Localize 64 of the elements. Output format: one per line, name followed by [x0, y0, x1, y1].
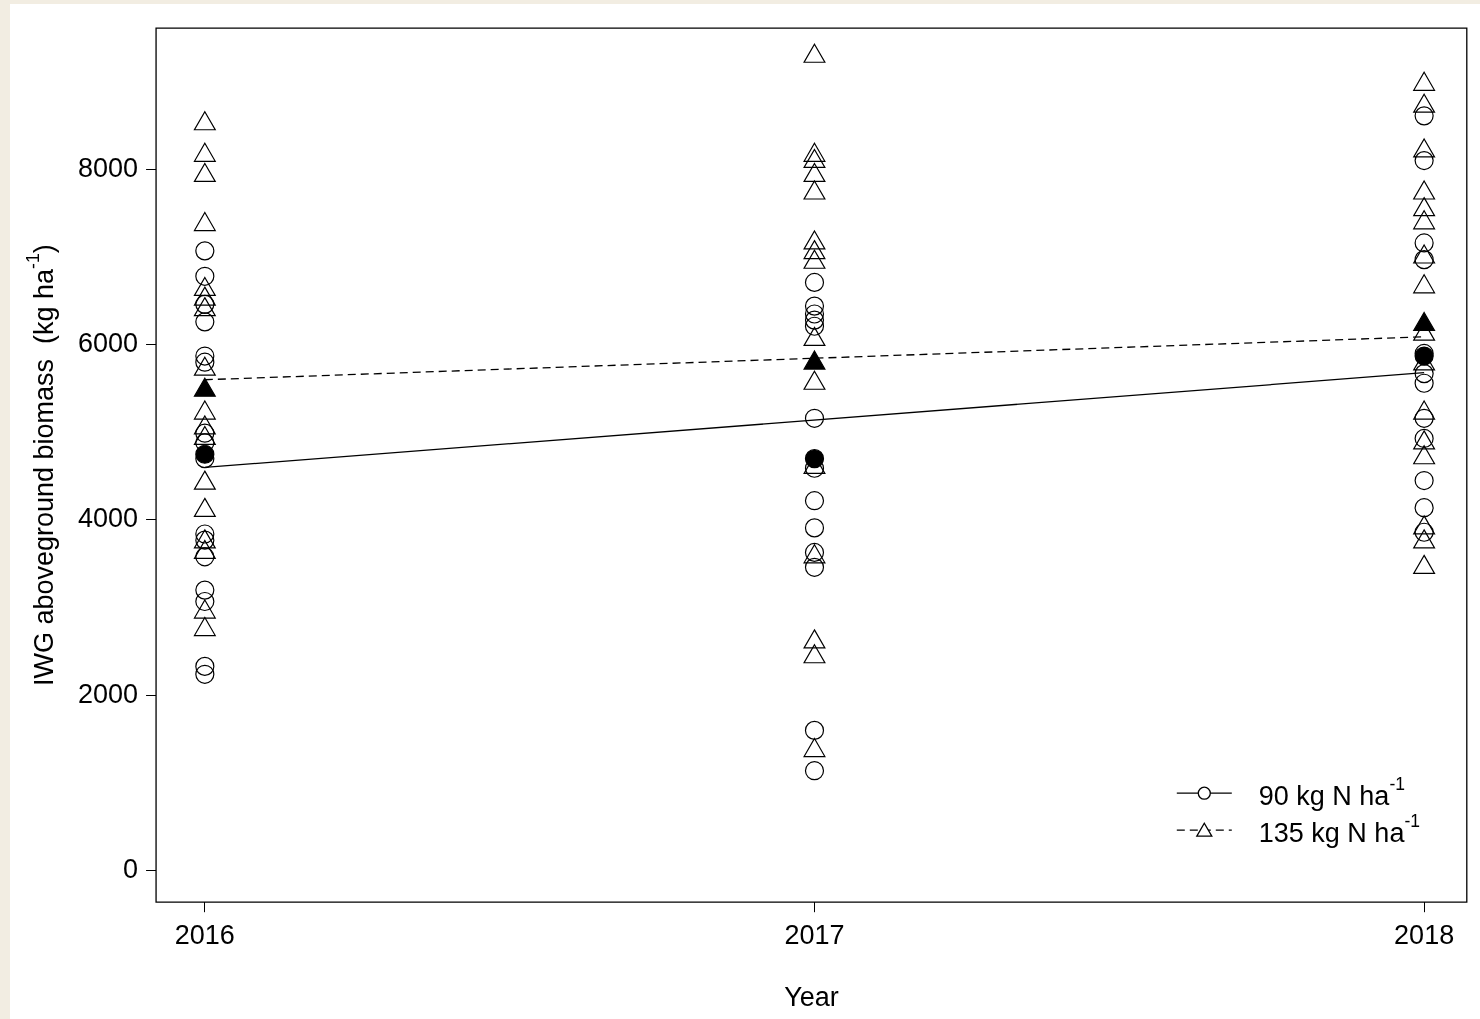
- point: [195, 591, 215, 612]
- y-tick-label: 6000: [77, 328, 139, 359]
- point: [1413, 138, 1436, 158]
- x-tick-label: 2017: [784, 919, 845, 950]
- point: [803, 43, 826, 63]
- point: [1413, 93, 1436, 113]
- point: [195, 266, 215, 286]
- point: [193, 400, 216, 420]
- point: [804, 408, 825, 428]
- point: [804, 316, 825, 336]
- point: [1413, 274, 1436, 294]
- point: [195, 547, 215, 567]
- point: [195, 664, 215, 684]
- point: [1413, 445, 1436, 465]
- x-tick-label: 2016: [174, 919, 235, 950]
- y-tick-label: 4000: [77, 503, 139, 534]
- y-axis-title: IWG aboveground biomass (kg ha-1): [22, 244, 60, 687]
- point: [1413, 71, 1436, 91]
- point: [1413, 400, 1436, 420]
- point: [803, 370, 826, 390]
- point: [195, 346, 215, 366]
- point: [804, 518, 825, 538]
- point: [193, 415, 216, 435]
- point: [1414, 498, 1434, 518]
- point: [804, 491, 825, 511]
- point: [193, 286, 216, 306]
- point: [803, 162, 826, 183]
- point: [804, 761, 825, 781]
- point: [193, 211, 216, 232]
- point: [1414, 408, 1434, 428]
- point: [804, 296, 825, 316]
- point: [193, 162, 216, 183]
- point: [804, 304, 825, 324]
- point: [804, 720, 825, 740]
- point: [1413, 197, 1436, 217]
- point: [1413, 244, 1436, 264]
- point: [804, 557, 825, 577]
- y-tick-label: 8000: [77, 152, 139, 183]
- point: [1414, 373, 1434, 393]
- point: [195, 656, 215, 676]
- point: [803, 350, 826, 370]
- point: [1413, 180, 1436, 200]
- point: [193, 142, 216, 162]
- point: [803, 240, 826, 260]
- point: [803, 249, 826, 269]
- point: [193, 111, 216, 131]
- point: [1414, 522, 1434, 542]
- point: [1414, 363, 1434, 384]
- point: [803, 230, 826, 250]
- point: [1413, 210, 1436, 230]
- point: [195, 524, 215, 544]
- x-axis-title: Year: [784, 982, 839, 1013]
- point: [803, 148, 826, 169]
- point: [803, 142, 826, 162]
- y-tick-label: 2000: [77, 678, 139, 709]
- point: [1414, 470, 1434, 491]
- y-tick-label: 0: [123, 854, 139, 885]
- x-tick-label: 2018: [1394, 919, 1455, 950]
- point: [195, 580, 215, 600]
- point: [803, 180, 826, 200]
- point: [193, 377, 216, 397]
- point: [804, 310, 825, 330]
- point: [193, 276, 216, 297]
- point: [803, 326, 826, 346]
